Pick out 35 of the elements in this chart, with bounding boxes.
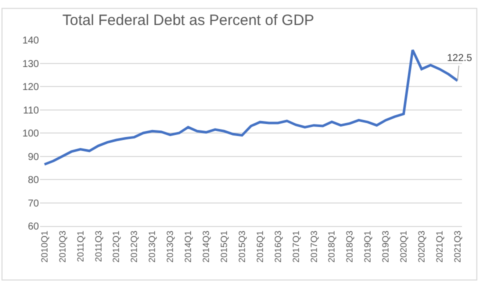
x-tick-label: 2021Q3 — [452, 230, 462, 263]
x-tick-label: 2015Q3 — [236, 230, 247, 263]
data-label: 122.5 — [447, 53, 472, 64]
y-tick-label: 140 — [22, 36, 40, 46]
y-tick-label: 120 — [22, 82, 40, 93]
x-tick-label: 2017Q3 — [308, 230, 319, 263]
x-tick-label: 2019Q3 — [380, 230, 391, 263]
x-tick-label: 2012Q3 — [129, 230, 140, 263]
x-tick-label: 2020Q1 — [398, 230, 409, 263]
x-tick-label: 2020Q3 — [416, 230, 427, 263]
x-tick-label: 2011Q1 — [75, 230, 86, 262]
y-tick-label: 90 — [28, 152, 40, 163]
x-tick-label: 2013Q1 — [147, 230, 158, 263]
x-tick-label: 2014Q1 — [183, 230, 194, 263]
y-tick-label: 100 — [22, 128, 40, 140]
x-tick-label: 2019Q1 — [362, 230, 373, 263]
x-tick-label: 2017Q1 — [290, 230, 301, 263]
x-tick-label: 2012Q1 — [111, 230, 122, 263]
x-tick-label: 2015Q1 — [218, 230, 229, 263]
x-tick-label: 2010Q3 — [57, 230, 68, 263]
x-tick-label: 2016Q1 — [254, 230, 265, 263]
chart-title: Total Federal Debt as Percent of GDP — [62, 12, 314, 29]
x-tick-label: 2013Q3 — [165, 230, 176, 263]
x-tick-label: 2018Q1 — [326, 230, 337, 263]
x-tick-label: 2016Q3 — [272, 230, 283, 263]
y-tick-label: 70 — [28, 198, 40, 210]
y-tick-label: 80 — [28, 175, 40, 186]
x-tick-label: 2021Q1 — [434, 230, 444, 263]
x-tick-label: 2010Q1 — [39, 230, 50, 263]
x-tick-label: 2018Q3 — [344, 230, 355, 263]
y-tick-label: 60 — [28, 222, 40, 232]
x-tick-label: 2014Q3 — [201, 230, 212, 263]
y-tick-label: 130 — [22, 58, 40, 70]
y-tick-label: 110 — [23, 105, 40, 116]
x-tick-label: 2011Q3 — [93, 230, 104, 262]
